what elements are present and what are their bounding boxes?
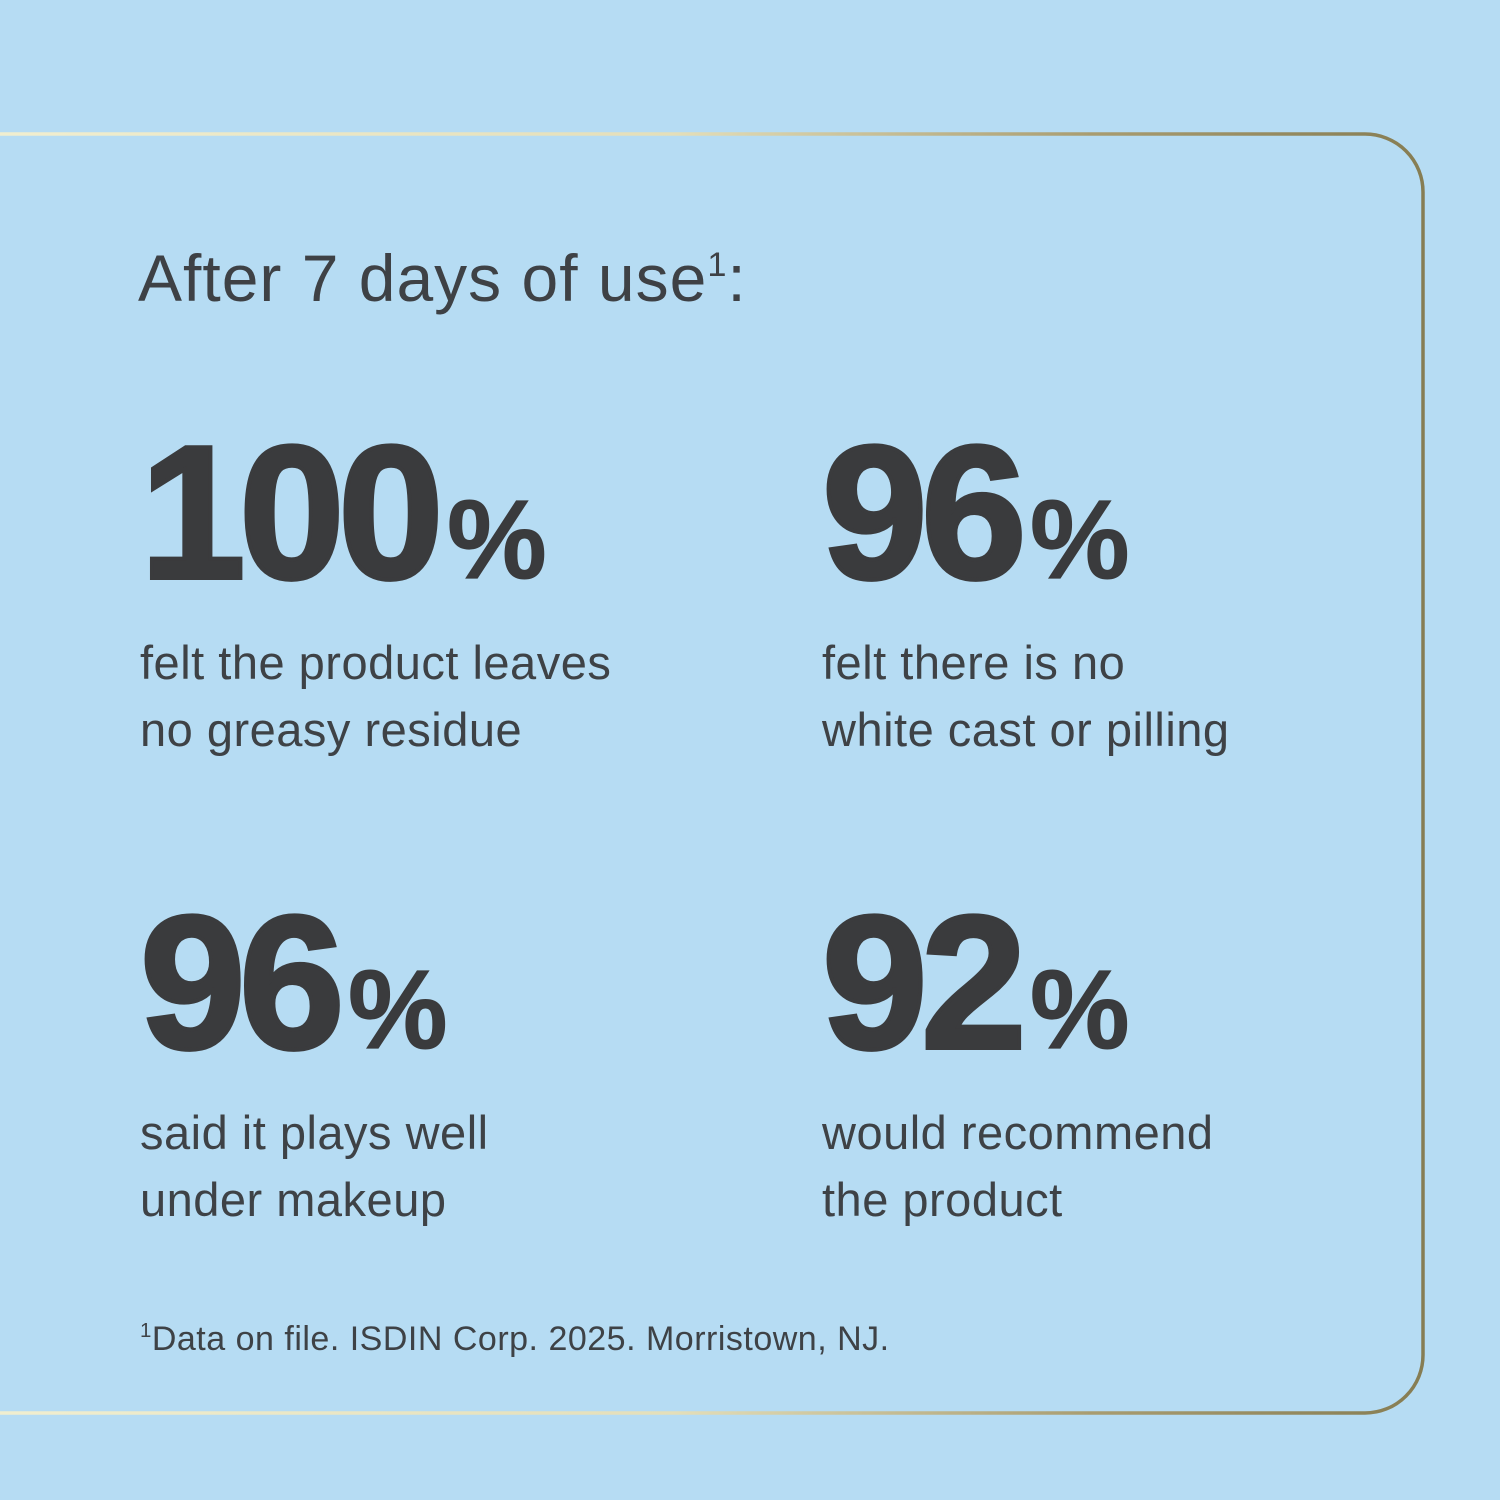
stat-value: 96: [138, 877, 347, 1089]
page-title-text: After 7 days of use: [138, 241, 708, 315]
stat-number: 92%: [820, 886, 1462, 1080]
stat-caption-line1: felt there is no: [822, 636, 1126, 689]
footnote: 1Data on file. ISDIN Corp. 2025. Morrist…: [140, 1320, 890, 1359]
page-title-footnote-marker: 1: [707, 246, 728, 285]
percent-sign: %: [447, 477, 548, 602]
stat-value: 100: [138, 407, 446, 619]
stat-number: 100%: [138, 416, 780, 610]
stat-caption: felt the product leaves no greasy residu…: [140, 630, 780, 763]
stat-caption-line2: under makeup: [140, 1172, 447, 1226]
stat-block-no-white-cast: 96% felt there is no white cast or pilli…: [820, 416, 1462, 763]
stat-block-would-recommend: 92% would recommend the product: [820, 886, 1462, 1233]
stat-number: 96%: [138, 886, 780, 1080]
stat-caption-line2: the product: [822, 1172, 1063, 1226]
stat-value: 92: [820, 877, 1029, 1089]
stat-block-plays-well-under-makeup: 96% said it plays well under makeup: [138, 886, 780, 1233]
footnote-text: Data on file. ISDIN Corp. 2025. Morristo…: [151, 1320, 890, 1358]
stat-number: 96%: [820, 416, 1462, 610]
stat-caption: would recommend the product: [822, 1100, 1462, 1233]
stat-caption: said it plays well under makeup: [140, 1100, 780, 1233]
stat-caption-line1: felt the product leaves: [140, 636, 612, 689]
stat-value: 96: [820, 407, 1029, 619]
stat-block-no-greasy-residue: 100% felt the product leaves no greasy r…: [138, 416, 780, 763]
stat-caption-line2: no greasy residue: [140, 702, 523, 756]
footnote-marker: 1: [140, 1319, 152, 1342]
percent-sign: %: [348, 947, 449, 1072]
stat-caption-line1: said it plays well: [140, 1106, 489, 1159]
stat-caption-line2: white cast or pilling: [822, 702, 1230, 756]
percent-sign: %: [1030, 477, 1131, 602]
percent-sign: %: [1030, 947, 1131, 1072]
stat-caption: felt there is no white cast or pilling: [822, 630, 1462, 763]
page-title-colon: :: [727, 241, 747, 315]
page-title: After 7 days of use1:: [138, 240, 747, 316]
stat-caption-line1: would recommend: [822, 1106, 1214, 1159]
